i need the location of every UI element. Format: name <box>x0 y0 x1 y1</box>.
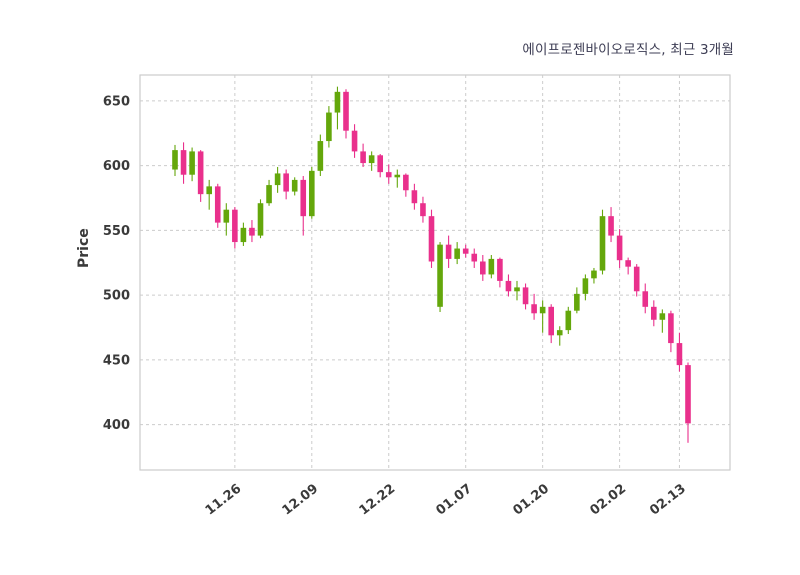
candle-body-down <box>668 313 674 344</box>
candle-body-down <box>377 155 383 173</box>
candle-body-down <box>428 216 435 262</box>
candle-body-down <box>420 203 426 217</box>
candle-body-up <box>454 248 460 259</box>
candle-body-down <box>351 130 358 152</box>
candle-body-down <box>360 151 366 164</box>
candle-body-down <box>676 343 683 366</box>
candle-body-down <box>625 260 631 267</box>
candle-body-down <box>548 306 554 336</box>
candle-body-up <box>539 306 546 314</box>
candle-body-down <box>642 291 649 307</box>
candle-body-up <box>368 155 375 164</box>
candle-body-up <box>291 179 298 192</box>
candle-body-down <box>497 258 503 281</box>
candle-body-up <box>565 310 572 331</box>
candle-body-down <box>180 150 187 175</box>
y-tick-label: 400 <box>103 418 130 433</box>
candle-body-down <box>480 261 486 275</box>
candle-body-down <box>403 174 409 191</box>
candle-body-up <box>223 209 230 223</box>
candle-body-down <box>531 304 537 314</box>
y-tick-label: 600 <box>103 159 130 174</box>
y-tick-label: 450 <box>103 353 130 368</box>
candle-body-down <box>505 280 512 292</box>
candle-body-up <box>266 185 272 204</box>
candle-body-up <box>189 151 195 175</box>
candle-body-down <box>633 266 640 292</box>
candle-body-up <box>317 141 324 171</box>
candle-body-up <box>659 313 666 320</box>
candle-body-up <box>206 186 212 195</box>
x-tick-label: 01.20 <box>510 481 552 518</box>
x-tick-label: 12.22 <box>357 481 399 518</box>
candle-body-down <box>445 244 452 259</box>
chart-title: 에이프로젠바이오로직스, 최근 3개월 <box>522 42 734 58</box>
y-tick-label: 500 <box>103 289 130 304</box>
candle-body-up <box>309 170 315 217</box>
y-axis-label: Price <box>76 228 92 268</box>
candle-body-up <box>582 278 589 294</box>
candle-body-down <box>232 209 238 243</box>
candle-body-up <box>591 270 597 279</box>
plot-background <box>140 75 730 470</box>
candle-body-up <box>334 91 341 113</box>
candle-body-up <box>514 287 520 292</box>
candle-body-down <box>522 287 529 305</box>
candle-body-down <box>283 173 289 192</box>
x-tick-label: 01.07 <box>434 481 476 518</box>
candle-body-up <box>326 112 332 142</box>
y-tick-label: 550 <box>103 224 130 239</box>
x-tick-label: 12.09 <box>280 481 322 518</box>
candle-body-down <box>616 235 623 261</box>
x-tick-label: 11.26 <box>203 481 245 518</box>
candle-body-up <box>257 203 264 236</box>
y-tick-label: 650 <box>103 94 130 109</box>
candle-body-up <box>274 173 281 186</box>
candle-body-down <box>411 190 418 204</box>
candle-body-down <box>462 248 469 254</box>
candle-body-up <box>437 244 443 307</box>
candle-body-down <box>249 227 255 236</box>
candle-body-down <box>685 365 691 424</box>
candle-body-down <box>214 186 221 223</box>
candle-body-up <box>556 330 563 336</box>
candle-body-down <box>608 216 614 236</box>
candle-body-up <box>240 227 247 243</box>
candle-body-up <box>488 258 495 275</box>
candle-body-down <box>197 151 204 195</box>
candle-body-up <box>599 216 606 271</box>
candle-body-down <box>385 172 392 178</box>
candle-body-up <box>172 150 178 170</box>
candle-body-down <box>343 91 349 131</box>
candle-body-down <box>471 253 478 262</box>
candle-body-up <box>574 293 580 311</box>
candle-body-up <box>394 174 401 178</box>
candle-body-down <box>300 179 307 217</box>
x-tick-label: 02.13 <box>647 481 689 518</box>
x-tick-label: 02.02 <box>587 481 629 518</box>
plot-border <box>139 74 731 471</box>
candle-body-down <box>651 306 657 320</box>
